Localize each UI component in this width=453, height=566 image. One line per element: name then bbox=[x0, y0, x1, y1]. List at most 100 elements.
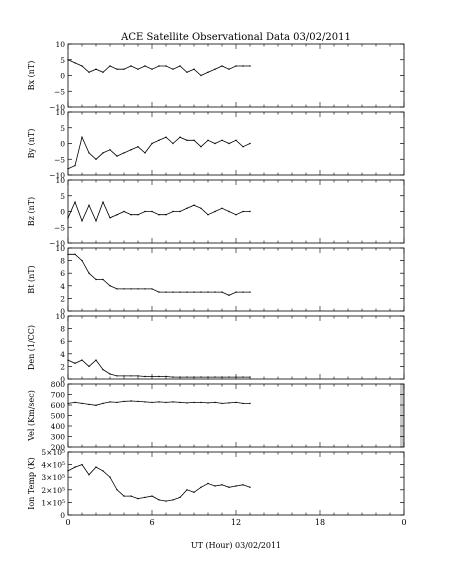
data-point bbox=[200, 207, 202, 209]
data-point bbox=[109, 401, 111, 403]
data-point bbox=[165, 136, 167, 138]
data-point bbox=[221, 65, 223, 67]
y-tick-label: 5 bbox=[60, 124, 65, 133]
data-point bbox=[102, 278, 104, 281]
data-point bbox=[137, 288, 139, 290]
data-point bbox=[74, 62, 76, 64]
data-point bbox=[123, 375, 125, 377]
data-point bbox=[88, 365, 90, 368]
data-point bbox=[221, 376, 223, 378]
data-point bbox=[158, 375, 160, 378]
data-point bbox=[235, 401, 237, 404]
data-point bbox=[116, 68, 118, 70]
data-point bbox=[67, 402, 69, 405]
data-point bbox=[67, 359, 69, 361]
data-point bbox=[193, 401, 195, 404]
y-tick-label: 5 bbox=[60, 56, 65, 65]
data-point bbox=[137, 400, 139, 403]
y-axis-label: Den (1/CC) bbox=[27, 325, 36, 370]
data-point bbox=[95, 158, 97, 160]
data-point bbox=[95, 359, 97, 361]
data-point bbox=[151, 375, 153, 378]
data-point bbox=[109, 149, 111, 151]
data-point bbox=[214, 291, 216, 293]
data-point bbox=[228, 486, 230, 488]
data-point bbox=[144, 65, 146, 67]
data-point bbox=[242, 402, 244, 405]
data-point bbox=[193, 204, 195, 206]
data-point bbox=[95, 278, 97, 281]
data-point bbox=[249, 402, 251, 405]
data-point bbox=[158, 401, 160, 403]
data-point bbox=[214, 210, 216, 213]
y-tick-label: 600 bbox=[51, 401, 66, 410]
data-point bbox=[165, 500, 167, 502]
data-point bbox=[158, 499, 160, 501]
data-point bbox=[123, 495, 125, 497]
data-point bbox=[221, 402, 223, 405]
data-point bbox=[242, 146, 244, 148]
y-tick-label: 3×10⁵ bbox=[41, 473, 65, 482]
y-tick-label: −10 bbox=[49, 239, 65, 248]
data-point bbox=[172, 291, 174, 293]
data-point bbox=[249, 486, 251, 488]
data-point bbox=[172, 401, 174, 403]
data-point bbox=[165, 401, 167, 404]
data-point bbox=[165, 291, 167, 293]
data-point bbox=[186, 291, 188, 293]
data-point bbox=[242, 376, 244, 378]
data-point bbox=[123, 152, 125, 154]
panel-5: 10 8 6 4 2 0 Den (1/CC) bbox=[27, 312, 405, 384]
data-point bbox=[116, 214, 118, 216]
data-point bbox=[221, 139, 223, 141]
data-point bbox=[144, 288, 146, 290]
y-tick-label: 5 bbox=[60, 192, 65, 201]
data-point bbox=[130, 495, 132, 497]
data-point bbox=[74, 362, 76, 364]
data-point bbox=[207, 402, 209, 404]
data-point bbox=[109, 285, 111, 287]
y-tick-label: 2×10⁵ bbox=[41, 486, 65, 495]
x-tick-label: 0 bbox=[65, 518, 70, 527]
data-point bbox=[67, 217, 69, 219]
data-point bbox=[144, 375, 146, 378]
data-point bbox=[137, 497, 139, 500]
y-tick-label: 700 bbox=[51, 391, 66, 400]
panel-4: 10 8 6 4 2 0 Bt (nT) bbox=[27, 244, 405, 316]
y-tick-label: 0 bbox=[60, 375, 65, 384]
data-point bbox=[207, 482, 209, 485]
y-axis-label: Bz (nT) bbox=[27, 197, 36, 226]
data-point bbox=[144, 401, 146, 403]
data-point bbox=[88, 152, 90, 154]
data-point bbox=[200, 146, 202, 148]
y-tick-label: 8 bbox=[60, 325, 65, 334]
data-point bbox=[221, 291, 223, 293]
data-point bbox=[137, 146, 139, 148]
data-point bbox=[249, 65, 251, 67]
data-point bbox=[95, 68, 97, 70]
data-point bbox=[130, 400, 132, 402]
data-point bbox=[116, 155, 118, 157]
data-point bbox=[102, 201, 104, 203]
y-tick-label: 0 bbox=[60, 307, 65, 316]
data-point bbox=[81, 220, 83, 222]
data-point bbox=[172, 68, 174, 70]
y-tick-label: 4 bbox=[60, 282, 65, 291]
data-point bbox=[228, 210, 230, 213]
y-tick-label: 6 bbox=[60, 337, 65, 346]
data-point bbox=[109, 217, 111, 219]
data-point bbox=[102, 368, 104, 371]
data-point bbox=[88, 403, 90, 406]
data-point bbox=[235, 65, 237, 67]
y-tick-label: 0 bbox=[60, 72, 65, 81]
data-point bbox=[200, 74, 202, 77]
data-point bbox=[179, 496, 181, 499]
data-point bbox=[193, 376, 195, 378]
data-point bbox=[81, 463, 83, 466]
data-point bbox=[109, 65, 111, 67]
y-tick-label: 800 bbox=[51, 380, 66, 389]
data-point bbox=[123, 210, 125, 213]
data-point bbox=[88, 71, 90, 74]
